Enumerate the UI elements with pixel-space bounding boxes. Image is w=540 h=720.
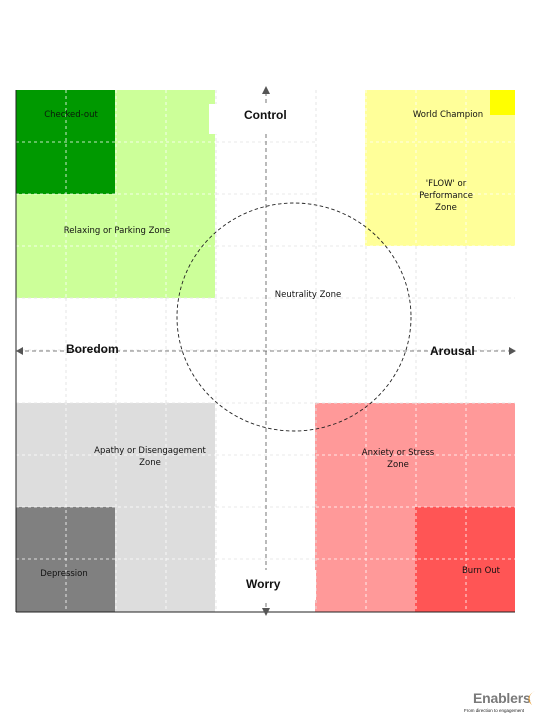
anxiety-label-line-2: Zone <box>387 460 409 470</box>
burn-out-zone <box>415 507 515 612</box>
depression-label: Depression <box>40 569 88 579</box>
apathy-label: Apathy or Disengagement Zone <box>80 445 220 469</box>
flow-zone <box>365 90 515 246</box>
relaxing-label: Relaxing or Parking Zone <box>63 226 171 236</box>
apathy-label-line-1: Apathy or Disengagement <box>94 446 206 456</box>
neutrality-label: Neutrality Zone <box>274 290 342 300</box>
neutrality-ellipse <box>176 202 412 432</box>
flow-label-line-2: Performance <box>419 191 473 201</box>
anxiety-label-line-1: Anxiety or Stress <box>361 448 435 458</box>
flow-label-line-3: Zone <box>435 203 457 213</box>
anxiety-label: Anxiety or Stress Zone <box>338 447 458 471</box>
axes <box>18 92 513 610</box>
enablers-logo: Enablers From direction to engagement <box>464 690 538 716</box>
logo-swoosh-icon <box>528 691 535 705</box>
checked-out-label: Checked-out <box>44 110 98 120</box>
logo-name: Enablers <box>473 690 531 706</box>
control-label-bg <box>209 104 315 134</box>
depression-zone <box>16 507 115 612</box>
flow-label: 'FLOW' or Performance Zone <box>386 178 506 214</box>
worry-label-bg <box>216 570 316 600</box>
apathy-label-line-2: Zone <box>139 458 161 468</box>
burn-out-label: Burn Out <box>461 566 501 576</box>
axis-label-worry: Worry <box>246 577 281 591</box>
world-champion-label: World Champion <box>412 110 484 120</box>
world-champion-zone <box>490 90 515 115</box>
logo-tagline: From direction to engagement <box>464 708 525 713</box>
axis-label-boredom: Boredom <box>66 342 119 356</box>
axis-label-arousal: Arousal <box>430 344 475 358</box>
flow-label-line-1: 'FLOW' or <box>425 179 467 189</box>
axis-label-control: Control <box>244 108 287 122</box>
axis-arrows <box>16 86 516 616</box>
